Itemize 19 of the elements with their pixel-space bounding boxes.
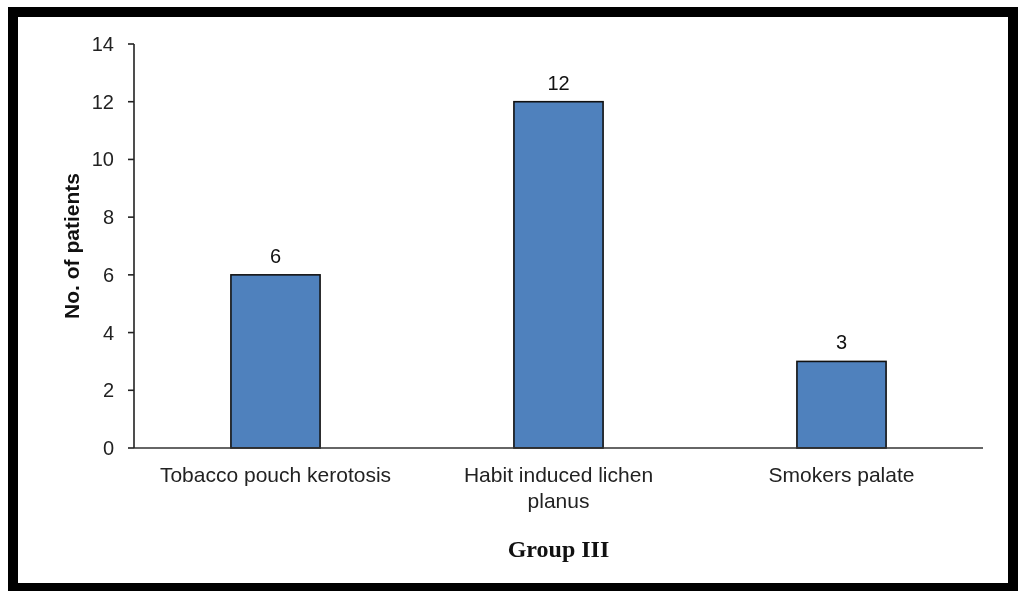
x-tick-label: Smokers palate (768, 463, 915, 486)
y-tick-label: 6 (102, 263, 114, 286)
x-tick-label: Tobacco pouch kerotosis (159, 463, 392, 486)
x-tick-label: Habit induced lichen planus (463, 463, 654, 512)
x-axis-title: Group III (507, 536, 610, 562)
y-tick-label: 4 (102, 321, 114, 344)
bar (796, 360, 887, 449)
y-tick-label: 12 (91, 90, 114, 113)
data-label: 3 (835, 331, 848, 354)
y-tick-label: 2 (102, 379, 114, 402)
y-tick-label: 8 (102, 206, 114, 229)
y-tick-label: 14 (91, 33, 114, 55)
data-label: 12 (547, 71, 570, 94)
data-label: 6 (269, 244, 282, 267)
bar (230, 274, 321, 449)
y-tick-label: 0 (102, 437, 114, 459)
y-tick-label: 10 (91, 148, 114, 171)
bar (513, 100, 604, 449)
y-axis-title: No. of patients (60, 173, 84, 319)
